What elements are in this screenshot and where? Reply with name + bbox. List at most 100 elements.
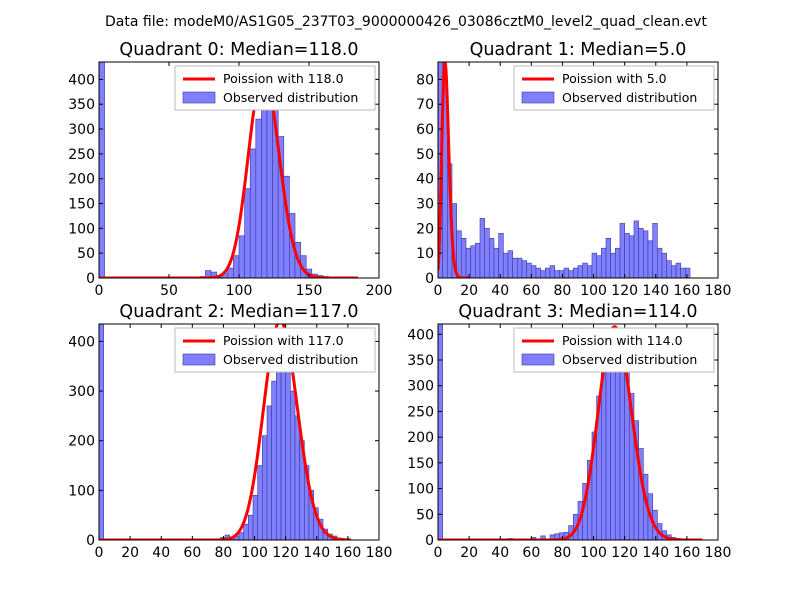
x-tick-label: 100 (241, 545, 268, 561)
y-tick-label: 70 (416, 97, 434, 113)
histogram-bar (573, 267, 579, 278)
histogram-bar (535, 267, 541, 278)
y-tick-label: 200 (407, 430, 434, 446)
y-tick-label: 300 (68, 384, 95, 400)
histogram-bar (233, 255, 240, 278)
histogram-bar (99, 62, 105, 278)
x-tick-label: 60 (522, 283, 540, 299)
legend: Poission with 114.0 Observed distribution (513, 327, 715, 373)
panel-title: Quadrant 0: Median=118.0 (119, 40, 358, 60)
histogram-bar (582, 262, 588, 278)
histogram-bar (475, 242, 481, 278)
histogram-bar (619, 223, 625, 278)
legend-label-poisson: Poission with 117.0 (223, 333, 344, 348)
histogram-bar (685, 267, 691, 278)
legend-bar-swatch (521, 353, 555, 366)
y-tick-label: 50 (416, 147, 434, 163)
histogram-bar (512, 257, 518, 278)
histogram-bar (248, 514, 254, 540)
y-tick-label: 60 (416, 122, 434, 138)
x-tick-label: 20 (121, 545, 139, 561)
histogram-bar (531, 265, 537, 278)
y-tick-label: 100 (68, 221, 95, 237)
y-tick-label: 300 (68, 122, 95, 138)
x-tick-label: 40 (491, 283, 509, 299)
histogram-bar (257, 465, 263, 540)
x-tick-label: 140 (642, 545, 669, 561)
y-tick-label: 50 (77, 246, 95, 262)
histogram-bar (290, 390, 296, 540)
y-tick-label: 400 (68, 72, 95, 88)
y-tick-label: 0 (425, 533, 434, 549)
y-tick-label: 80 (416, 72, 434, 88)
histogram-bar (465, 247, 471, 278)
legend-label-observed: Observed distribution (562, 90, 697, 105)
x-tick-label: 80 (215, 545, 233, 561)
histogram-bar (671, 265, 677, 278)
y-tick-label: 100 (68, 483, 95, 499)
histogram-bar (577, 265, 583, 278)
histogram-bar (587, 265, 593, 278)
x-tick-label: 0 (95, 283, 104, 299)
x-tick-label: 60 (522, 545, 540, 561)
histogram-bar (661, 252, 667, 278)
poisson-curve-group (99, 324, 352, 540)
histogram-bar (276, 370, 282, 540)
y-tick-label: 200 (68, 434, 95, 450)
x-tick-label: 150 (296, 283, 323, 299)
panel-3: Quadrant 3: Median=114.00 20 40 60 80 100 120 1… (407, 302, 731, 561)
histogram-bar (605, 362, 611, 540)
histogram-bar (498, 233, 504, 278)
histogram-bar (610, 252, 616, 278)
histogram-bar (252, 495, 258, 540)
histogram-bar (633, 220, 639, 278)
panel-1: Quadrant 1: Median=5.00 20 40 60 80 100 120 140… (416, 40, 731, 299)
x-tick-label: 200 (366, 283, 393, 299)
y-tick-label: 20 (416, 221, 434, 237)
legend-bar-swatch (521, 91, 555, 104)
histogram-bar (601, 247, 607, 278)
x-tick-label: 160 (674, 545, 701, 561)
histogram-bar (244, 188, 251, 278)
axes-frame (437, 323, 719, 541)
legend-label-observed: Observed distribution (562, 352, 697, 367)
histogram-bar (489, 237, 495, 278)
legend: Poission with 118.0 Observed distribution (174, 65, 376, 111)
poisson-curve (99, 70, 359, 278)
y-tick-label: 300 (407, 379, 434, 395)
x-tick-label: 60 (183, 545, 201, 561)
histogram-bar (493, 247, 499, 278)
x-tick-label: 100 (580, 283, 607, 299)
x-tick-label: 0 (434, 283, 443, 299)
histogram-bar (266, 81, 273, 278)
histogram-bar (521, 260, 527, 278)
x-tick-label: 160 (335, 545, 362, 561)
x-tick-label: 120 (611, 283, 638, 299)
histogram-bar (559, 270, 565, 278)
x-tick-label: 80 (554, 545, 572, 561)
panel-title: Quadrant 1: Median=5.0 (470, 40, 687, 60)
histogram-bar (517, 257, 523, 278)
x-tick-label: 100 (226, 283, 253, 299)
y-tick-label: 350 (407, 353, 434, 369)
histogram-bar (545, 267, 551, 278)
x-tick-label: 120 (272, 545, 299, 561)
panels: Quadrant 0: Median=118.00 50 100 150 2000501… (68, 40, 731, 561)
histogram-bar (554, 270, 560, 278)
panel-title: Quadrant 3: Median=114.0 (458, 302, 697, 322)
histogram-bar (540, 535, 546, 540)
histogram-bar (629, 235, 635, 278)
histogram-bar (249, 148, 257, 278)
y-tick-label: 0 (86, 533, 95, 549)
histogram-bar (266, 405, 272, 540)
y-tick-label: 40 (416, 172, 434, 188)
x-tick-label: 40 (152, 545, 170, 561)
x-tick-label: 80 (554, 283, 572, 299)
histogram-bar (657, 247, 663, 278)
histogram-bar (605, 237, 611, 278)
y-tick-label: 100 (407, 482, 434, 498)
y-tick-label: 350 (68, 97, 95, 113)
y-tick-label: 10 (416, 246, 434, 262)
histogram-bar (255, 118, 262, 278)
